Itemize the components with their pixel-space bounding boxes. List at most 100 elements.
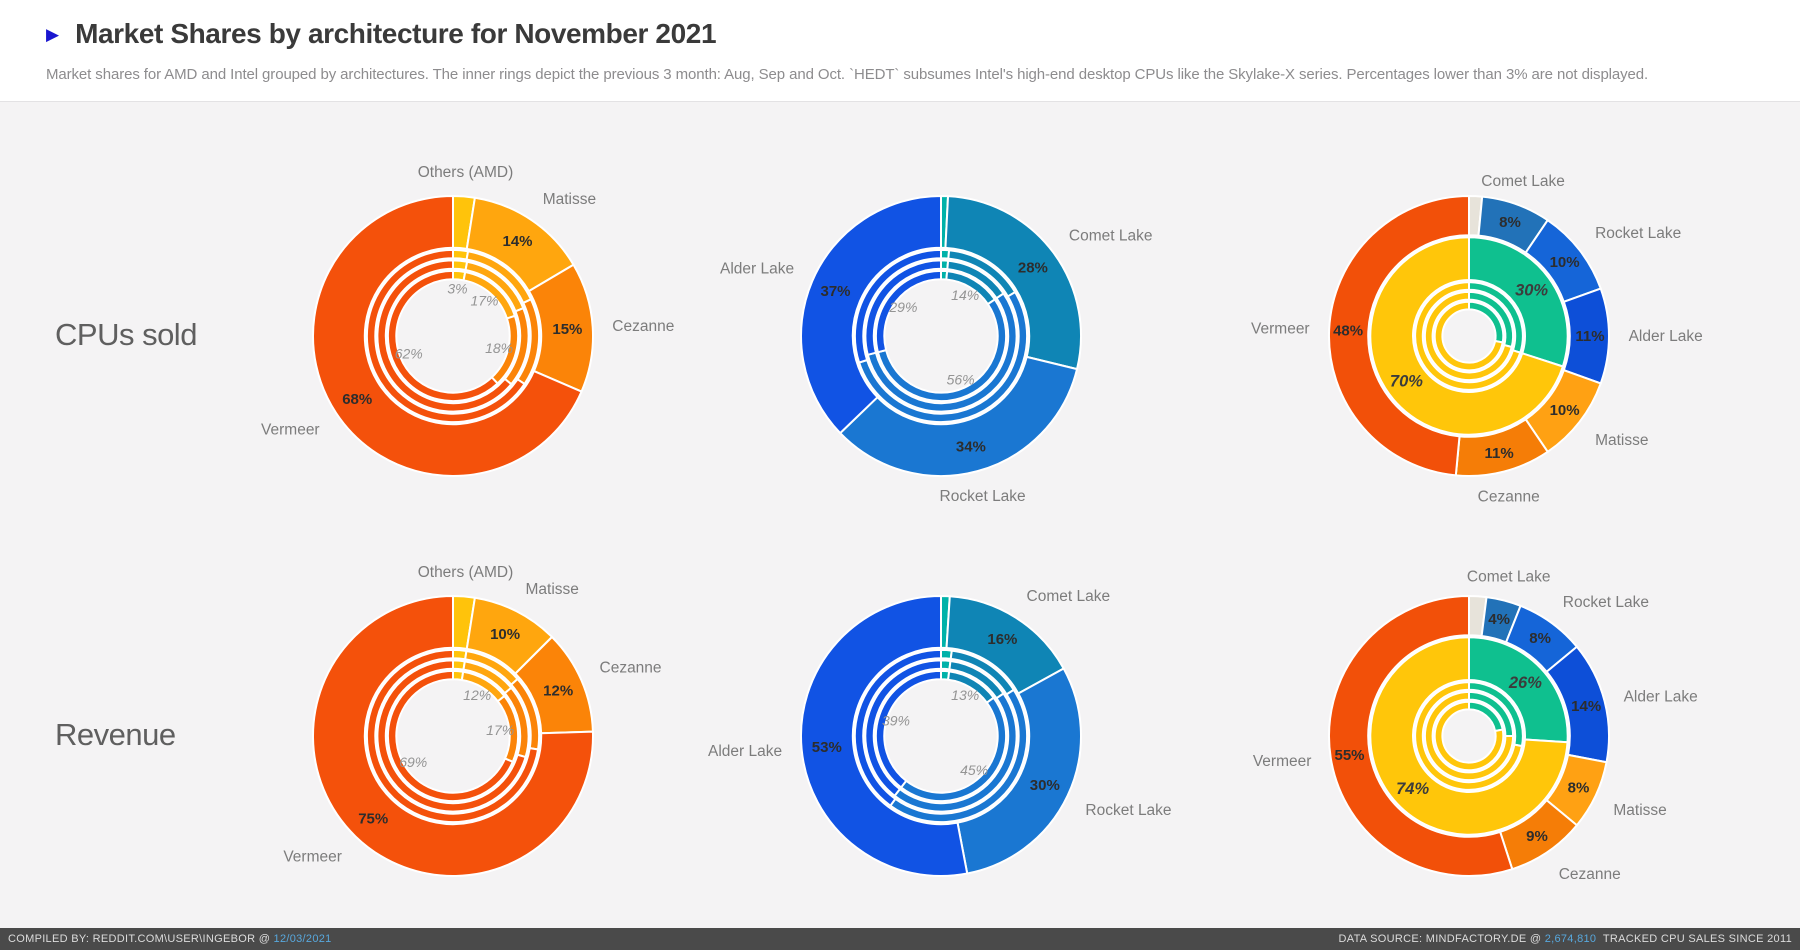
- slice-rocket-lake-nov-cpus-sold-intel[interactable]: [839, 355, 1079, 477]
- arch-label-comet-lake: Comet Lake: [1481, 173, 1565, 190]
- donut-svg-revenue-combined: 4% Comet Lake 8% Rocket Lake 14% Alder Lake 8%…: [1253, 568, 1698, 883]
- donut-chart-cpus-sold-combined: 8% Comet Lake 10% Rocket Lake 11% Alder Lake 1…: [1239, 106, 1703, 566]
- slice-amd-total-oct-cpus-sold-combined[interactable]: [1414, 281, 1522, 391]
- slice-alder-lake-sep-cpus-sold-intel[interactable]: [864, 259, 942, 356]
- arch-label-vermeer: Vermeer: [1251, 321, 1310, 338]
- slice-vermeer-nov-cpus-sold-amd[interactable]: [312, 195, 583, 477]
- arch-label-matisse: Matisse: [543, 191, 596, 208]
- slice-alder-lake-oct-cpus-sold-intel[interactable]: [853, 248, 942, 364]
- slice-rocket-lake-nov-revenue-intel[interactable]: [956, 667, 1082, 875]
- pct-label-cezanne: 9%: [1526, 828, 1548, 845]
- arch-label-rocket-lake: Rocket Lake: [1085, 802, 1171, 819]
- arch-label-cezanne: Cezanne: [612, 318, 674, 335]
- slice-vermeer-sep-cpus-sold-amd[interactable]: [376, 259, 513, 413]
- donut-chart-revenue-intel: 16% Comet Lake 30% Rocket Lake 53% Alder Lake…: [708, 506, 1172, 950]
- slice-alder-lake-aug-cpus-sold-intel[interactable]: [874, 269, 942, 354]
- donut-chart-revenue-amd: Others (AMD) 10% Matisse 12% Cezanne 75% Verme…: [223, 506, 683, 950]
- donut-chart-cpus-sold-amd: Others (AMD) 14% Matisse 15% Cezanne 68% Verme…: [223, 106, 683, 566]
- arch-label-others-amd: Others (AMD): [418, 164, 514, 181]
- row-label-revenue: Revenue: [55, 717, 176, 752]
- slice-vermeer-aug-revenue-amd[interactable]: [386, 669, 514, 803]
- compiled-by-text: COMPILED BY: REDDIT.COM\USER\INGEBOR @: [8, 933, 274, 945]
- arch-label-matisse: Matisse: [1613, 802, 1666, 819]
- inner-pct-matisse: 17%: [470, 292, 498, 308]
- inner-pct-vermeer: 69%: [399, 754, 427, 770]
- inner-pct-others-amd: 3%: [447, 281, 467, 297]
- title-row: ▶ Market Shares by architecture for Nove…: [46, 18, 717, 50]
- donut-chart-revenue-combined: 4% Comet Lake 8% Rocket Lake 14% Alder Lake 8%…: [1239, 506, 1699, 950]
- pct-label-cezanne: 12%: [543, 683, 573, 700]
- slice-alder-lake-nov-cpus-sold-intel[interactable]: [800, 195, 942, 435]
- arch-label-matisse: Matisse: [526, 581, 579, 598]
- slice-vermeer-nov-revenue-amd[interactable]: [312, 595, 594, 877]
- pct-label-rocket-lake: 8%: [1529, 630, 1551, 647]
- slice-vermeer-oct-revenue-amd[interactable]: [365, 648, 540, 824]
- inner-pct-comet-lake: 14%: [951, 287, 979, 303]
- slice-alder-lake-nov-revenue-intel[interactable]: [800, 595, 969, 877]
- pct-label-cezanne: 11%: [1484, 445, 1513, 462]
- slice-vermeer-nov-cpus-sold-combined[interactable]: [1328, 195, 1470, 477]
- pct-label-comet-lake: 4%: [1488, 611, 1510, 628]
- arch-label-rocket-lake: Rocket Lake: [940, 488, 1026, 505]
- footer-left: COMPILED BY: REDDIT.COM\USER\INGEBOR @ 1…: [8, 933, 332, 945]
- arch-label-comet-lake: Comet Lake: [1069, 228, 1153, 245]
- slice-amd-total-oct-revenue-combined[interactable]: [1414, 681, 1523, 791]
- band-pct-intel-total: 30%: [1515, 282, 1548, 300]
- pct-label-rocket-lake: 30%: [1030, 777, 1060, 794]
- pct-label-cezanne: 15%: [552, 321, 582, 338]
- arch-label-alder-lake: Alder Lake: [720, 261, 794, 278]
- inner-pct-rocket-lake: 45%: [960, 762, 988, 778]
- arch-label-cezanne: Cezanne: [1559, 866, 1621, 883]
- arch-label-cezanne: Cezanne: [1478, 489, 1540, 506]
- donut-svg-cpus-sold-amd: Others (AMD) 14% Matisse 15% Cezanne 68% Verme…: [261, 164, 674, 477]
- pct-label-rocket-lake: 10%: [1550, 254, 1580, 271]
- slice-amd-total-sep-revenue-combined[interactable]: [1423, 690, 1515, 782]
- inner-pct-cezanne: 17%: [486, 722, 514, 738]
- band-pct-amd-total: 70%: [1390, 373, 1423, 391]
- slice-vermeer-aug-cpus-sold-amd[interactable]: [386, 269, 499, 403]
- slice-amd-total-sep-cpus-sold-combined[interactable]: [1423, 290, 1513, 382]
- arch-label-comet-lake: Comet Lake: [1027, 588, 1111, 605]
- compiled-date: 12/03/2021: [273, 933, 332, 945]
- donut-svg-revenue-amd: Others (AMD) 10% Matisse 12% Cezanne 75% Verme…: [283, 564, 662, 877]
- arch-label-alder-lake: Alder Lake: [708, 743, 782, 760]
- slice-amd-total-nov-revenue-combined[interactable]: [1369, 636, 1569, 836]
- arch-label-matisse: Matisse: [1595, 432, 1648, 449]
- slice-vermeer-nov-revenue-combined[interactable]: [1328, 595, 1514, 877]
- donut-svg-cpus-sold-combined: 8% Comet Lake 10% Rocket Lake 11% Alder Lake 1…: [1251, 173, 1703, 506]
- donut-svg-cpus-sold-intel: 28% Comet Lake 34% Rocket Lake 37% Alder Lake…: [720, 195, 1153, 505]
- slice-intel-total-nov-revenue-combined[interactable]: [1468, 636, 1569, 744]
- pct-label-vermeer: 55%: [1334, 747, 1364, 764]
- slice-alder-lake-sep-revenue-intel[interactable]: [864, 659, 942, 797]
- arch-label-cezanne: Cezanne: [600, 660, 662, 677]
- row-label-cpus-sold: CPUs sold: [55, 317, 197, 352]
- slice-amd-total-aug-cpus-sold-combined[interactable]: [1433, 300, 1504, 372]
- arch-label-comet-lake: Comet Lake: [1467, 568, 1551, 585]
- slice-vermeer-sep-revenue-amd[interactable]: [376, 659, 527, 813]
- slice-amd-total-aug-revenue-combined[interactable]: [1433, 700, 1505, 772]
- pct-label-vermeer: 48%: [1333, 322, 1363, 339]
- inner-pct-matisse: 12%: [463, 687, 491, 703]
- pct-label-alder-lake: 11%: [1575, 328, 1604, 345]
- pct-label-matisse: 10%: [490, 626, 520, 643]
- arch-label-alder-lake: Alder Lake: [1624, 688, 1698, 705]
- inner-pct-cezanne: 18%: [485, 340, 513, 356]
- donut-chart-cpus-sold-intel: 28% Comet Lake 34% Rocket Lake 37% Alder Lake…: [711, 106, 1171, 566]
- footer-right: DATA SOURCE: MINDFACTORY.DE @ 2,674,810 …: [1339, 933, 1793, 945]
- slice-intel-total-nov-cpus-sold-combined[interactable]: [1468, 236, 1569, 368]
- slice-others-amd-oct-cpus-sold-amd[interactable]: [452, 248, 470, 261]
- slice-amd-total-nov-cpus-sold-combined[interactable]: [1369, 236, 1564, 436]
- slice-alder-lake-oct-revenue-intel[interactable]: [853, 648, 942, 807]
- page-title: Market Shares by architecture for Novemb…: [75, 18, 717, 49]
- pct-label-alder-lake: 37%: [820, 283, 850, 300]
- inner-pct-comet-lake: 13%: [951, 687, 979, 703]
- pct-label-comet-lake: 28%: [1018, 259, 1048, 276]
- slice-vermeer-oct-cpus-sold-amd[interactable]: [365, 248, 526, 424]
- band-pct-amd-total: 74%: [1396, 780, 1429, 798]
- arch-label-vermeer: Vermeer: [261, 422, 320, 439]
- slice-alder-lake-aug-revenue-intel[interactable]: [874, 669, 942, 789]
- pct-label-matisse: 14%: [502, 233, 532, 250]
- arch-label-rocket-lake: Rocket Lake: [1595, 225, 1681, 242]
- pct-label-comet-lake: 16%: [987, 631, 1017, 648]
- slice-comet-lake-nov-cpus-sold-intel[interactable]: [944, 195, 1082, 371]
